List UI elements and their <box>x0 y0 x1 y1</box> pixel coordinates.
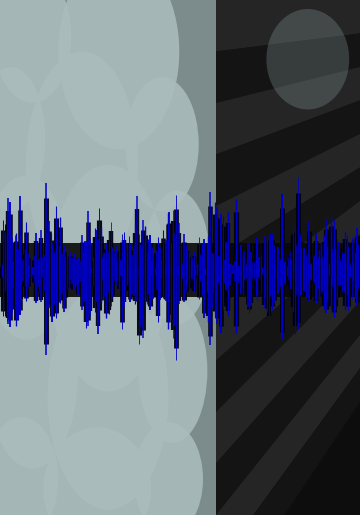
Ellipse shape <box>0 417 58 515</box>
Polygon shape <box>216 67 360 154</box>
Ellipse shape <box>43 427 151 515</box>
Ellipse shape <box>0 175 67 340</box>
Polygon shape <box>216 33 360 103</box>
Ellipse shape <box>266 9 349 110</box>
Ellipse shape <box>26 52 138 278</box>
Ellipse shape <box>0 0 71 103</box>
Ellipse shape <box>138 299 207 443</box>
Polygon shape <box>216 234 360 412</box>
Polygon shape <box>216 368 360 515</box>
Polygon shape <box>216 134 360 258</box>
Ellipse shape <box>0 283 78 469</box>
Ellipse shape <box>0 67 45 211</box>
Polygon shape <box>216 167 360 309</box>
Ellipse shape <box>50 165 166 391</box>
Ellipse shape <box>48 283 168 510</box>
Bar <box>0 244 360 298</box>
Polygon shape <box>216 0 360 52</box>
Polygon shape <box>216 335 360 515</box>
Ellipse shape <box>134 422 203 515</box>
Polygon shape <box>216 301 360 515</box>
Polygon shape <box>216 268 360 464</box>
Bar <box>216 0 360 515</box>
Polygon shape <box>216 201 360 360</box>
Bar <box>0 0 216 515</box>
Ellipse shape <box>125 77 199 211</box>
Polygon shape <box>216 100 360 206</box>
Ellipse shape <box>145 191 210 324</box>
Ellipse shape <box>58 0 179 149</box>
